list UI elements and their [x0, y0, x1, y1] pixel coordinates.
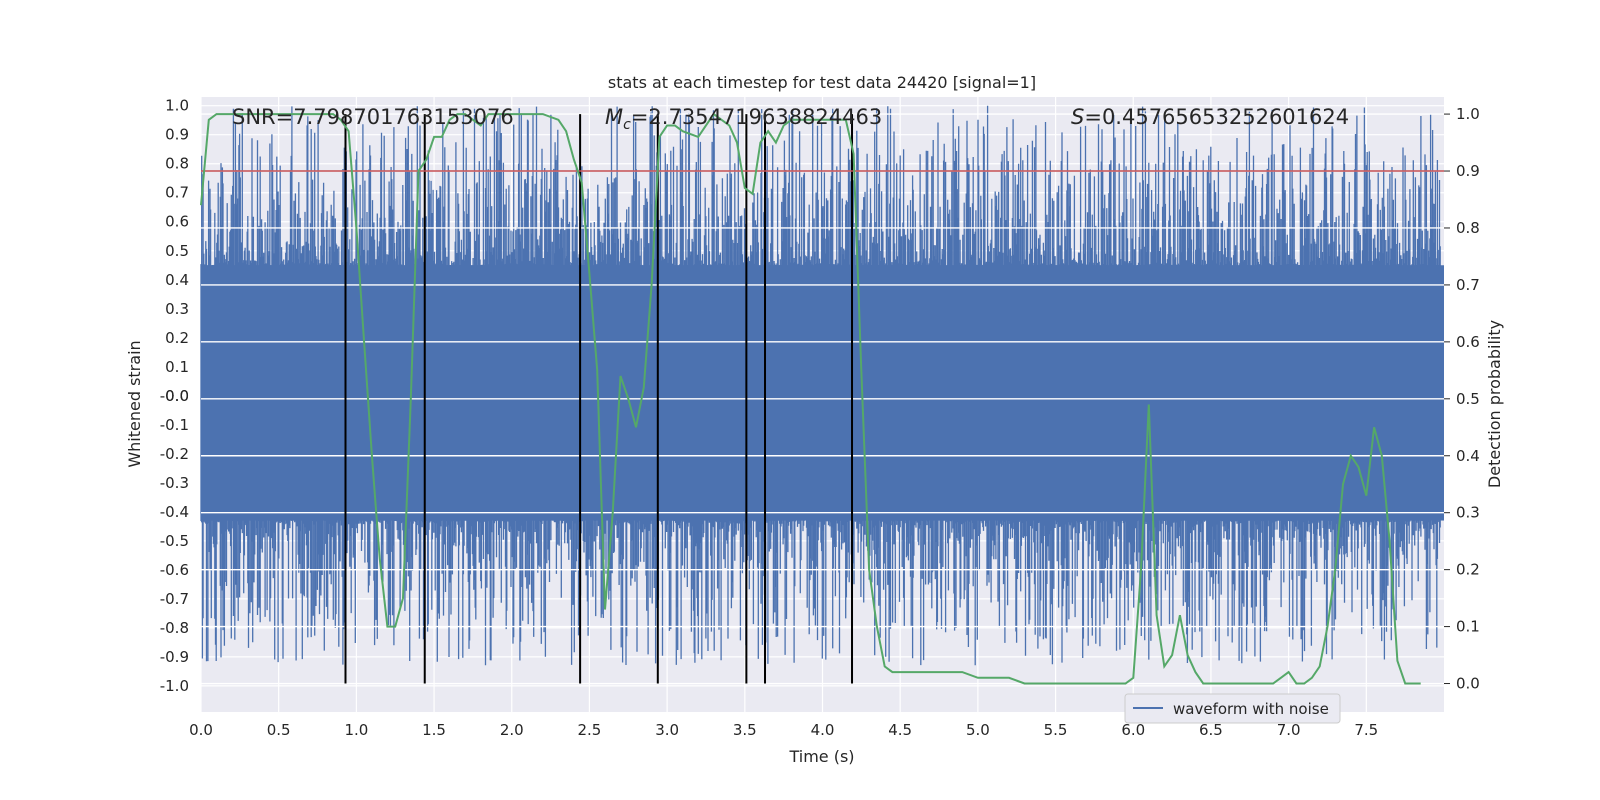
mc-subscript: c: [623, 117, 631, 133]
y-right-tick-label: 0.7: [1456, 276, 1480, 294]
legend-box: [1124, 693, 1341, 724]
y-left-tick-label: 0.7: [165, 184, 189, 202]
chirp-mass-annotation: Mc=2.7354719638824463: [605, 105, 882, 133]
s-annotation: S=0.45765653252601624: [1071, 105, 1349, 129]
y-left-tick-label: 0.9: [165, 126, 189, 144]
y-left-tick-label: 0.8: [165, 155, 189, 173]
y-left-tick-label: -0.9: [160, 648, 189, 666]
x-tick-label: 3.0: [655, 721, 679, 739]
x-tick-label: 6.5: [1199, 721, 1223, 739]
y-left-tick-label: -0.1: [160, 416, 189, 434]
strain-core-band: [201, 265, 1444, 521]
mc-value: =2.7354719638824463: [631, 105, 882, 129]
x-axis-ticks: 0.0 0.5 1.0 1.5 2.0 2.5 3.0 3.5 4.0 4.5 5.0 5.5 6.0 6…: [189, 721, 1378, 739]
y-left-tick-label: -0.4: [160, 503, 189, 521]
y-right-tick-label: 0.1: [1456, 618, 1480, 636]
x-tick-label: 6.0: [1121, 721, 1145, 739]
x-tick-label: 1.5: [422, 721, 446, 739]
probability-line: [200, 112, 1421, 685]
x-tick-label: 0.0: [189, 721, 213, 739]
y-left-tick-label: -0.5: [160, 532, 189, 550]
snr-annotation: SNR=7.798701763153076: [232, 105, 514, 129]
y-right-tick-label: 0.2: [1456, 561, 1480, 579]
y-left-tick-label: -0.8: [160, 619, 189, 637]
mc-symbol: M: [605, 105, 623, 129]
x-tick-label: 0.5: [267, 721, 291, 739]
y-right-tick-label: 0.9: [1456, 162, 1480, 180]
y-left-tick-label: -0.6: [160, 561, 189, 579]
x-tick-label: 2.5: [578, 721, 602, 739]
y-left-tick-label: -0.2: [160, 445, 189, 463]
y-left-tick-label: -0.3: [160, 474, 189, 492]
y-right-tick-label: 0.0: [1456, 675, 1480, 693]
x-axis-label: Time (s): [788, 747, 854, 766]
y-left-ticks: 1.0 0.9 0.8 0.7 0.6 0.5 0.4 0.3 0.2 0.1 0.0-0.0 -0.…: [160, 97, 189, 695]
y-left-tick-label: -0.7: [160, 590, 189, 608]
x-tick-label: 2.0: [500, 721, 524, 739]
y-right-ticks: 1.0 0.9 0.8 0.7 0.6 0.5 0.4 0.3 0.2 0.1 0.0: [1444, 105, 1480, 693]
right-axis-grid: [201, 113, 1444, 685]
legend-label: waveform with noise: [1173, 700, 1329, 718]
x-tick-label: 5.5: [1044, 721, 1068, 739]
y-left-tick-label: 0.6: [165, 213, 189, 231]
y-left-tick-label: -0.0: [160, 387, 189, 405]
x-tick-label: 1.0: [344, 721, 368, 739]
y-left-tick-label: 0.4: [165, 271, 189, 289]
y-right-tick-label: 0.5: [1456, 390, 1480, 408]
x-tick-label: 7.5: [1354, 721, 1378, 739]
x-tick-label: 5.0: [966, 721, 990, 739]
chart-title: stats at each timestep for test data 244…: [608, 73, 1036, 92]
x-tick-label: 4.5: [888, 721, 912, 739]
y-left-tick-label: 1.0: [165, 97, 189, 115]
x-tick-label: 4.0: [811, 721, 835, 739]
y-left-tick-label: -1.0: [160, 677, 189, 695]
s-symbol: S: [1071, 105, 1084, 129]
y-left-tick-label: 0.1: [165, 358, 189, 376]
s-value: =0.45765653252601624: [1084, 105, 1349, 129]
y-right-tick-label: 0.3: [1456, 504, 1480, 522]
y-right-tick-label: 0.8: [1456, 219, 1480, 237]
y-left-tick-label: 0.3: [165, 300, 189, 318]
legend: waveform with noise: [1124, 693, 1341, 724]
y-left-axis-label: Whitened strain: [125, 340, 144, 467]
vertical-markers: [344, 114, 854, 684]
y-right-tick-label: 1.0: [1456, 105, 1480, 123]
y-right-axis-label: Detection probability: [1485, 320, 1504, 488]
y-left-tick-label: 0.5: [165, 242, 189, 260]
y-left-tick-label: 0.2: [165, 329, 189, 347]
y-right-tick-label: 0.4: [1456, 447, 1480, 465]
x-tick-label: 3.5: [733, 721, 757, 739]
y-left-tick-label: 0.0: [165, 387, 189, 405]
y-right-tick-label: 0.6: [1456, 333, 1480, 351]
x-tick-label: 7.0: [1277, 721, 1301, 739]
